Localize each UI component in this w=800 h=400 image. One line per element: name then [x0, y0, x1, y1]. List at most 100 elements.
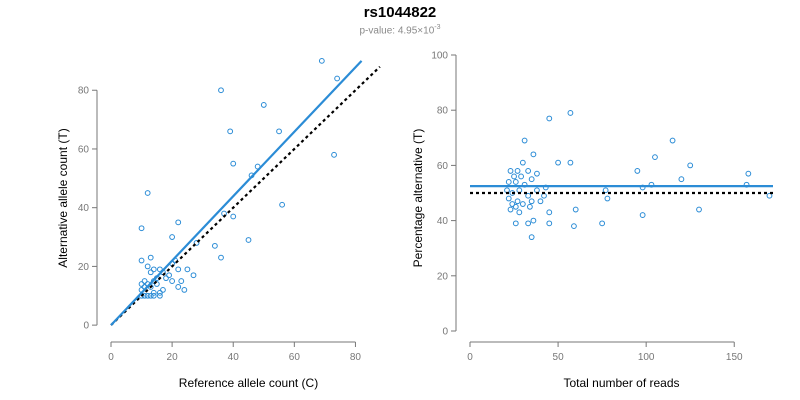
data-point: [156, 289, 163, 296]
data-point: [634, 168, 641, 174]
x-axis-title: Total number of reads: [563, 376, 679, 390]
data-point: [512, 203, 519, 210]
data-point: [766, 192, 773, 199]
y-tick-label: 60: [78, 144, 90, 155]
chart-subtitle: p-value: 4.95×10-3: [0, 22, 800, 37]
data-point: [537, 198, 544, 205]
title-block: rs1044822 p-value: 4.95×10-3: [0, 4, 800, 37]
y-tick-label: 0: [83, 321, 89, 332]
data-point: [567, 110, 574, 116]
x-tick-label: 40: [228, 352, 240, 363]
data-point: [227, 128, 234, 135]
data-point: [153, 281, 160, 287]
data-point: [546, 115, 553, 122]
y-axis-title: Alternative allele count (T): [56, 128, 70, 267]
data-point: [144, 190, 151, 196]
data-point: [516, 209, 523, 216]
x-axis-title: Reference allele count (C): [179, 376, 318, 390]
data-point: [147, 269, 154, 276]
data-point: [514, 198, 521, 205]
data-point: [652, 154, 658, 161]
data-point: [526, 203, 533, 210]
x-tick-label: 20: [167, 352, 179, 363]
y-tick-label: 60: [437, 161, 449, 172]
data-point: [334, 75, 341, 82]
y-tick-label: 40: [437, 216, 449, 227]
data-point: [555, 159, 561, 166]
reference-line: [110, 65, 381, 326]
data-point: [150, 266, 157, 273]
data-point: [245, 237, 252, 243]
data-point: [546, 209, 553, 216]
y-axis-title: Percentage alternative (T): [411, 129, 425, 268]
data-point: [193, 240, 200, 246]
data-point: [331, 151, 337, 158]
data-point: [530, 217, 537, 224]
data-point: [507, 168, 514, 174]
data-point: [138, 257, 145, 264]
scatter-plot-percentage-alternative: 0 50 100 150 0 20 40 60 80 100 Total number of rea…: [411, 51, 773, 390]
data-point: [512, 179, 519, 185]
subtitle-text: p-value: 4.95×10: [359, 25, 435, 37]
data-point: [509, 201, 516, 207]
data-point: [144, 263, 151, 270]
data-point: [218, 254, 224, 261]
scatter-plot-allele-counts: 0 20 40 60 80 0 20 40 60 80 Reference allele count…: [56, 57, 381, 390]
data-point: [514, 168, 521, 174]
data-point: [530, 151, 537, 158]
subtitle-exponent: -3: [434, 24, 441, 31]
x-tick-label: 60: [289, 352, 301, 363]
data-point: [156, 266, 163, 273]
data-point: [138, 225, 145, 232]
data-point: [572, 206, 579, 213]
data-point: [525, 220, 532, 227]
data-point: [505, 195, 512, 202]
data-point: [178, 278, 185, 284]
data-point: [230, 160, 237, 167]
data-point: [138, 281, 145, 287]
x-tick-label: 50: [553, 352, 565, 363]
data-point: [519, 159, 526, 166]
data-point: [534, 170, 540, 177]
x-tick-label: 0: [467, 352, 473, 363]
data-point: [511, 173, 517, 180]
data-point: [602, 187, 609, 194]
data-point: [169, 234, 176, 240]
data-point: [604, 195, 611, 202]
data-point: [528, 176, 535, 183]
data-point: [518, 173, 524, 180]
data-point: [144, 292, 151, 299]
data-point: [169, 278, 176, 284]
data-point: [147, 254, 154, 261]
data-point: [567, 159, 574, 166]
data-point: [175, 284, 182, 290]
data-point: [230, 213, 237, 220]
data-point: [260, 102, 267, 108]
data-point: [163, 275, 169, 282]
y-tick-label: 40: [78, 203, 90, 214]
data-point: [175, 266, 182, 273]
data-point: [599, 220, 606, 227]
x-tick-label: 100: [638, 352, 655, 363]
data-point: [141, 278, 148, 284]
data-point: [166, 272, 172, 279]
x-tick-label: 150: [726, 352, 743, 363]
y-tick-label: 80: [437, 106, 449, 117]
data-point: [190, 272, 197, 279]
data-point: [218, 87, 224, 94]
data-point: [571, 223, 577, 230]
x-tick-label: 0: [108, 352, 114, 363]
chart-title: rs1044822: [363, 4, 437, 21]
data-point: [687, 162, 694, 169]
data-point: [669, 137, 676, 144]
data-point: [147, 292, 154, 299]
fit-line: [110, 60, 363, 326]
data-point: [150, 289, 157, 296]
data-point: [318, 57, 325, 64]
y-tick-label: 0: [442, 327, 448, 338]
data-point: [528, 234, 535, 241]
data-point: [279, 201, 286, 208]
data-point: [528, 198, 535, 205]
data-point: [156, 292, 163, 299]
